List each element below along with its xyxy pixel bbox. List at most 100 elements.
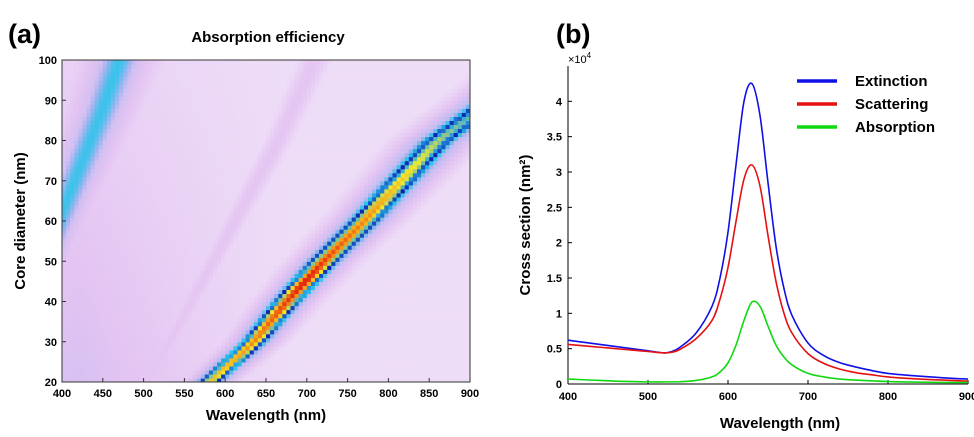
heatmap-cell	[164, 221, 169, 226]
heatmap-cell	[237, 325, 243, 331]
heatmap-cell	[290, 349, 296, 355]
heatmap-cell	[225, 369, 230, 375]
heatmap-cell	[110, 301, 116, 307]
heatmap-cell	[351, 289, 357, 295]
heatmap-cell	[306, 357, 312, 363]
heatmap-cell	[363, 301, 369, 307]
heatmap-cell	[372, 325, 377, 331]
heatmap-cell	[208, 200, 214, 206]
heatmap-cell	[249, 353, 255, 359]
heatmap-cell	[168, 285, 173, 291]
heatmap-cell	[270, 309, 275, 315]
heatmap-cell	[212, 293, 218, 299]
heatmap-cell	[266, 337, 271, 343]
heatmap-cell	[376, 325, 381, 331]
heatmap-cell	[335, 241, 341, 246]
heatmap-cell	[412, 297, 418, 303]
heatmap-cell	[437, 212, 443, 218]
heatmap-cell	[314, 192, 320, 198]
heatmap-cell	[392, 221, 398, 226]
heatmap-cell	[221, 225, 226, 230]
heatmap-cell	[266, 365, 271, 371]
heatmap-cell	[192, 277, 198, 282]
heatmap-cell	[245, 225, 251, 230]
heatmap-cell	[372, 204, 377, 210]
heatmap-cell	[453, 265, 459, 270]
heatmap-cell	[412, 192, 418, 198]
heatmap-cell	[384, 233, 389, 238]
heatmap-cell	[437, 265, 443, 270]
heatmap-cell	[306, 200, 312, 206]
heatmap-cell	[225, 277, 230, 282]
heatmap-cell	[294, 216, 300, 222]
heatmap-cell	[237, 313, 243, 319]
heatmap-cell	[351, 329, 357, 335]
heatmap-cell	[233, 273, 239, 278]
heatmap-cell	[278, 216, 283, 222]
heatmap-cell	[323, 321, 328, 327]
heatmap-cell	[196, 273, 202, 278]
heatmap-cell	[449, 377, 455, 382]
heatmap-cell	[319, 305, 324, 311]
heatmap-cell	[412, 325, 418, 331]
heatmap-cell	[266, 377, 271, 382]
heatmap-cell	[110, 261, 116, 266]
heatmap-cell	[131, 321, 137, 327]
heatmap-cell	[278, 237, 283, 242]
heatmap-cell	[123, 337, 128, 343]
heatmap-cell	[359, 269, 365, 274]
heatmap-cell	[453, 361, 459, 367]
heatmap-cell	[278, 184, 283, 190]
heatmap-cell	[355, 277, 361, 282]
heatmap-cell	[355, 309, 361, 315]
heatmap-cell	[310, 305, 316, 311]
heatmap-cell	[429, 257, 434, 262]
heatmap-cell	[192, 297, 198, 303]
heatmap-cell	[416, 216, 422, 222]
heatmap-cell	[339, 229, 345, 234]
heatmap-cell	[229, 204, 234, 210]
heatmap-cell	[135, 377, 141, 382]
heatmap-cell	[261, 361, 267, 367]
heatmap-cell	[323, 285, 328, 291]
heatmap-cell	[102, 305, 108, 311]
heatmap-cell	[331, 373, 336, 379]
heatmap-cell	[323, 377, 328, 382]
heatmap-cell	[278, 200, 283, 206]
heatmap-cell	[229, 196, 234, 202]
heatmap-cell	[196, 245, 202, 250]
heatmap-cell	[188, 365, 194, 371]
heatmap-cell	[306, 180, 312, 186]
heatmap-cell	[457, 349, 463, 355]
heatmap-cell	[212, 221, 218, 226]
heatmap-cell	[70, 200, 75, 206]
heatmap-cell	[147, 253, 153, 258]
heatmap-cell	[208, 297, 214, 303]
heatmap-cell	[200, 245, 206, 250]
heatmap-cell	[298, 204, 304, 210]
heatmap-cell	[355, 341, 361, 347]
heatmap-cell	[94, 273, 100, 278]
heatmap-cell	[331, 305, 336, 311]
heatmap-cell	[237, 196, 243, 202]
heatmap-cell	[233, 237, 239, 242]
heatmap-cell	[139, 237, 145, 242]
heatmap-cell	[335, 329, 341, 335]
heatmap-cell	[135, 196, 141, 202]
heatmap-cell	[384, 293, 389, 299]
heatmap-cell	[396, 249, 402, 254]
heatmap-cell	[335, 293, 341, 299]
heatmap-cell	[368, 309, 373, 315]
heatmap-cell	[453, 309, 459, 315]
heatmap-cell	[416, 204, 422, 210]
heatmap-cell	[335, 221, 341, 226]
heatmap-cell	[172, 241, 177, 246]
heatmap-cell	[465, 293, 470, 299]
heatmap-cell	[457, 200, 463, 206]
heatmap-cell	[66, 301, 71, 307]
heatmap-cell	[290, 249, 296, 254]
heatmap-cell	[123, 277, 128, 282]
heatmap-cell	[294, 349, 300, 355]
heatmap-cell	[282, 357, 287, 363]
heatmap-cell	[123, 221, 128, 226]
